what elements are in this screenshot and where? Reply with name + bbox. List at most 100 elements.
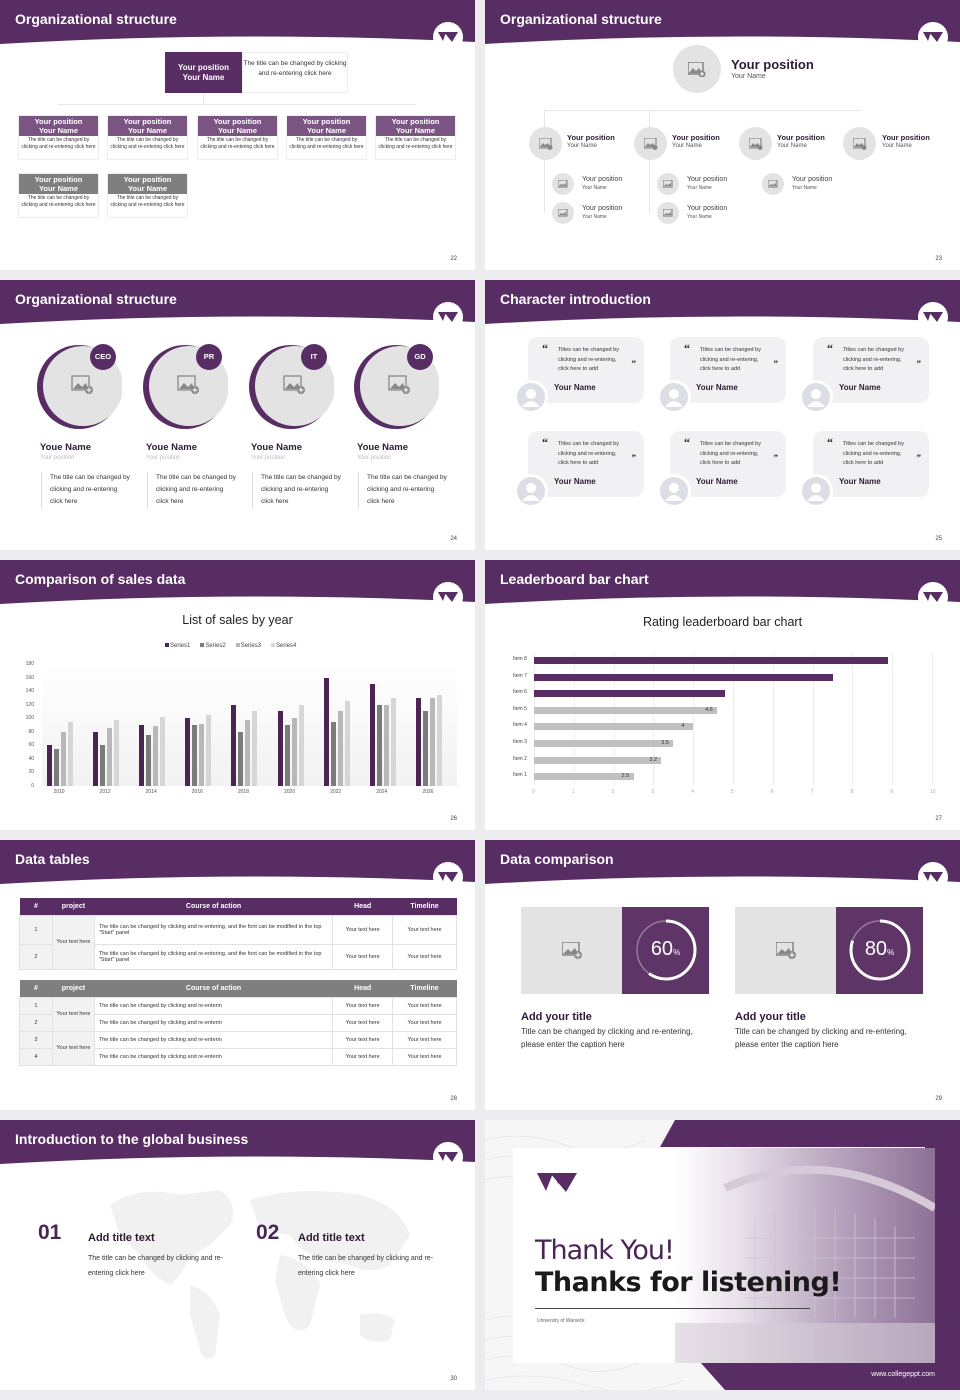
bar[interactable] (206, 714, 212, 786)
bar[interactable] (390, 697, 396, 786)
cell[interactable]: 2 (19, 943, 53, 970)
bar[interactable] (245, 719, 251, 786)
bar[interactable] (277, 711, 283, 786)
cell[interactable]: Your text here (332, 943, 394, 970)
cell[interactable]: 3 (19, 1030, 53, 1049)
bar[interactable] (114, 719, 120, 786)
bar[interactable] (93, 731, 99, 786)
cell[interactable]: The title can be changed by clicking and… (93, 996, 334, 1015)
cell[interactable]: 1 (19, 914, 53, 945)
bar[interactable] (199, 723, 205, 786)
cell[interactable]: 4 (19, 1047, 53, 1066)
slide-25[interactable]: Character introduction “ Titles can be c… (485, 280, 960, 550)
cell[interactable]: Your text here (51, 914, 95, 970)
org-box[interactable]: Your position Your Name The title can be c… (197, 115, 278, 160)
cell[interactable]: Your text here (392, 996, 457, 1015)
photo-placeholder[interactable] (657, 202, 679, 224)
slide-27[interactable]: Leaderboard bar chart Rating leaderboard… (485, 560, 960, 830)
bar[interactable] (415, 697, 421, 786)
photo-placeholder[interactable] (762, 173, 784, 195)
col-header[interactable]: project (61, 902, 86, 910)
org-box[interactable]: Your position Your Name The title can be c… (18, 115, 99, 160)
bar[interactable] (54, 748, 59, 786)
cell[interactable]: Your text here (51, 996, 95, 1032)
cell[interactable]: 1 (19, 996, 53, 1015)
bar[interactable] (534, 657, 889, 664)
cell[interactable]: Your text here (332, 1013, 394, 1032)
slide-31-thank-you[interactable]: Thank You! Thanks for listening! Univers… (485, 1120, 960, 1390)
bar[interactable] (185, 718, 191, 786)
col-header[interactable]: Head (354, 902, 372, 910)
photo-placeholder[interactable] (552, 202, 574, 224)
photo-placeholder[interactable] (673, 45, 721, 93)
bar[interactable] (330, 721, 336, 786)
cell[interactable]: Your text here (51, 1030, 95, 1066)
cell[interactable]: Your text here (392, 1030, 457, 1049)
bar[interactable] (337, 711, 343, 786)
slide-23[interactable]: Organizational structure Your position Y… (485, 0, 960, 270)
photo-placeholder[interactable] (843, 127, 876, 160)
bar[interactable] (429, 697, 435, 786)
bar[interactable] (376, 704, 382, 786)
legend-item[interactable]: Series4 (271, 643, 296, 649)
legend-item[interactable]: Series2 (200, 643, 226, 649)
cell[interactable]: The title can be changed by clicking and… (93, 914, 334, 945)
org-box[interactable]: Your position Your Name The title can be c… (18, 173, 99, 218)
photo-placeholder[interactable] (634, 127, 667, 160)
bar[interactable] (61, 731, 66, 786)
bar[interactable] (252, 711, 258, 786)
bar[interactable] (139, 725, 145, 786)
bar[interactable] (534, 690, 726, 698)
bar[interactable] (291, 718, 297, 786)
bar[interactable] (238, 731, 244, 786)
bar[interactable] (100, 745, 106, 786)
bar[interactable] (383, 704, 389, 786)
website-url[interactable]: www.collegeppt.com (871, 1371, 935, 1378)
bar[interactable] (298, 704, 304, 786)
bar[interactable] (534, 706, 718, 714)
legend-item[interactable]: Series1 (165, 643, 190, 649)
bar[interactable] (160, 716, 166, 786)
photo-placeholder[interactable] (657, 173, 679, 195)
cell[interactable]: Your text here (392, 1047, 457, 1066)
bar[interactable] (192, 725, 198, 786)
cell[interactable]: The title can be changed by clicking and… (93, 1030, 334, 1049)
bar[interactable] (369, 684, 375, 786)
cell[interactable]: Your text here (392, 943, 457, 970)
org-box[interactable]: Your position Your Name The title can be c… (375, 115, 456, 160)
col-header[interactable]: Timeline (410, 902, 439, 910)
bar[interactable] (436, 694, 442, 786)
photo-placeholder[interactable] (739, 127, 772, 160)
cell[interactable]: The title can be changed by clicking and… (93, 943, 334, 970)
bar[interactable] (68, 721, 73, 786)
cell[interactable]: Your text here (332, 1030, 394, 1049)
image-placeholder[interactable] (521, 907, 622, 994)
slide-29[interactable]: Data comparison 60% Add your title Title… (485, 840, 960, 1110)
col-header[interactable]: project (61, 984, 86, 992)
cell[interactable]: Your text here (332, 914, 394, 945)
org-box[interactable]: Your position Your Name The title can be c… (107, 173, 188, 218)
col-header[interactable]: # (34, 902, 38, 910)
bar[interactable] (534, 740, 674, 747)
slide-22[interactable]: Organizational structure Your position Y… (0, 0, 475, 270)
org-box[interactable]: Your position Your Name The title can be c… (107, 115, 188, 160)
bar[interactable] (534, 673, 833, 681)
bar[interactable] (47, 745, 52, 786)
photo-placeholder[interactable] (552, 173, 574, 195)
org-box[interactable]: Your position Your Name The title can be c… (286, 115, 367, 160)
bar[interactable] (146, 735, 152, 786)
slide-26[interactable]: Comparison of sales data List of sales b… (0, 560, 475, 830)
bar[interactable] (534, 723, 694, 731)
slide-28[interactable]: Data tables # project Course of action H… (0, 840, 475, 1110)
slide-24[interactable]: Organizational structure CEO Youe Name Y… (0, 280, 475, 550)
bar[interactable] (344, 701, 350, 786)
bar[interactable] (107, 728, 113, 786)
bar[interactable] (534, 756, 662, 764)
col-header[interactable]: # (34, 984, 38, 992)
col-header[interactable]: Course of action (185, 984, 242, 992)
quote-card[interactable]: “ Titles can be changed by clicking and … (670, 337, 786, 403)
col-header[interactable]: Timeline (410, 984, 439, 992)
bar[interactable] (284, 725, 290, 786)
cell[interactable]: 2 (19, 1013, 53, 1032)
cell[interactable]: Your text here (392, 914, 457, 945)
